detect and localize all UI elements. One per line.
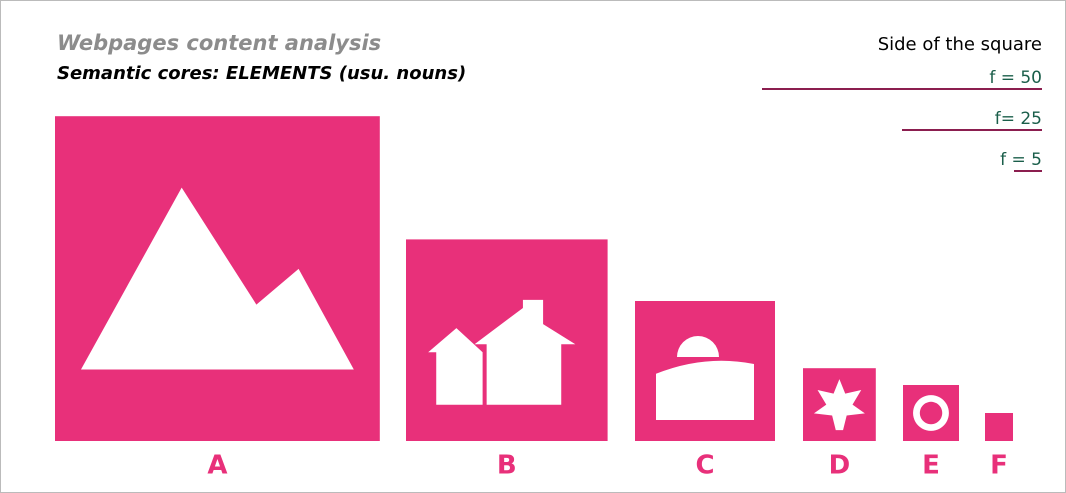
- square: [903, 385, 959, 441]
- square: [985, 413, 1013, 441]
- icon: [80, 187, 354, 370]
- icon: [813, 379, 865, 431]
- icon: [913, 395, 949, 431]
- icon: [656, 336, 754, 420]
- category-label: A: [207, 451, 227, 481]
- legend-label: f= 25: [995, 109, 1042, 129]
- category-label: C: [695, 451, 714, 481]
- legend-label: f = 50: [989, 68, 1042, 88]
- legend-label: f = 5: [1000, 150, 1042, 170]
- icon: [428, 299, 576, 405]
- category-label: B: [497, 451, 517, 481]
- chart-title: Webpages content analysis: [57, 31, 381, 55]
- category-label: E: [922, 451, 940, 481]
- legend-title: Side of the square: [878, 34, 1042, 55]
- category-label: F: [990, 451, 1008, 481]
- category-label: D: [829, 451, 851, 481]
- chart-subtitle: Semantic cores: ELEMENTS (usu. nouns): [57, 63, 466, 84]
